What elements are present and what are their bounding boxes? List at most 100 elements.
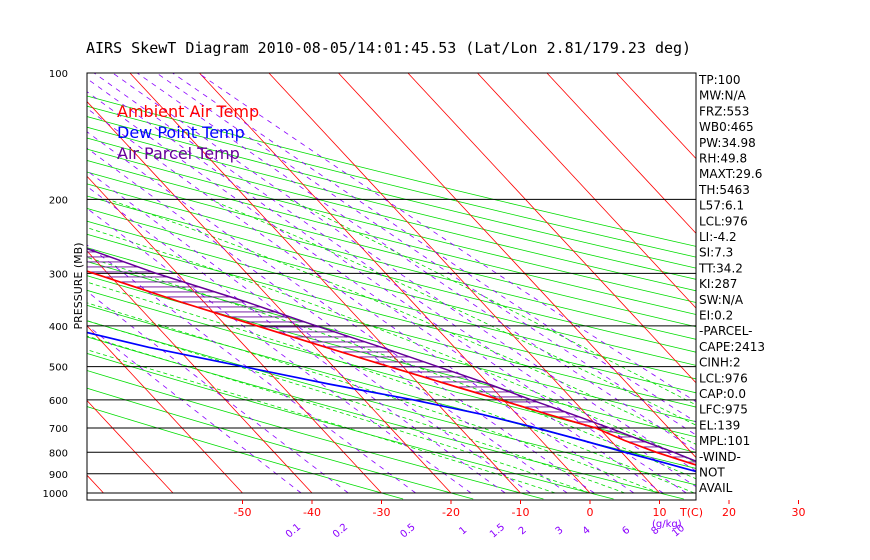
- dry-adiabat: [87, 233, 696, 394]
- isotherm: [129, 73, 521, 494]
- sounding-index: -WIND-: [699, 450, 741, 464]
- isotherm: [87, 101, 452, 494]
- moist-adiabat: [87, 349, 556, 494]
- mixing-ratio-label: 6: [620, 525, 632, 538]
- sounding-index: MPL:101: [699, 434, 750, 448]
- bottom-tick-label: -30: [373, 506, 391, 519]
- sounding-index: KI:287: [699, 277, 737, 291]
- profile-line-dew-point-temp: [87, 331, 696, 473]
- mixing-ratio-label: 1.5: [488, 522, 507, 541]
- mixing-ratio-label: 2: [517, 525, 529, 538]
- sounding-index: CAPE:2413: [699, 340, 765, 354]
- mixing-ratio-line: [87, 78, 687, 494]
- isotherm: [87, 325, 243, 494]
- mixing-ratio-labels: 0.1 0.2 0.5 1 1.5 2 3 4 6 8 10: [284, 522, 687, 541]
- isotherm: [87, 399, 174, 494]
- dry-adiabat: [87, 171, 696, 328]
- y-axis-label: PRESSURE (MB): [72, 243, 85, 330]
- sounding-index: PW:34.98: [699, 136, 756, 150]
- isotherm: [616, 73, 696, 160]
- sounding-index: AVAIL: [699, 481, 733, 495]
- isotherm: [199, 73, 591, 494]
- legend: Ambient Air Temp Dew Point Temp Air Parcel…: [117, 102, 259, 163]
- mixing-ratio-label: 8: [650, 525, 662, 538]
- cape-hatching: [87, 251, 696, 463]
- sounding-index: L57:6.1: [699, 199, 744, 213]
- sounding-index: LCL:976: [699, 371, 748, 385]
- dry-adiabat: [87, 320, 696, 486]
- moist-adiabat: [87, 320, 625, 494]
- dry-adiabat: [87, 183, 696, 340]
- bottom-tick-label: -40: [303, 506, 321, 519]
- profile-line-ambient-air-temp: [87, 270, 696, 466]
- pressure-tick-label: 500: [49, 363, 68, 374]
- mixing-ratio-line: [87, 91, 664, 494]
- pressure-tick-label: 900: [49, 470, 68, 481]
- pressure-tick-label: 600: [49, 396, 68, 407]
- mixing-ratio-label: 0.5: [398, 522, 417, 541]
- mixing-ratio-line: [93, 73, 696, 488]
- dry-adiabat: [87, 126, 696, 280]
- mixing-ratio-line: [112, 73, 696, 472]
- sounding-index: -PARCEL-: [699, 324, 753, 338]
- dry-adiabat: [87, 336, 684, 500]
- bottom-tick-label: 30: [792, 506, 806, 519]
- pressure-tick-label: 100: [49, 69, 68, 80]
- mixing-ratio-line: [87, 186, 506, 494]
- sounding-index: CINH:2: [699, 356, 741, 370]
- sounding-index: MAXT:29.6: [699, 167, 762, 181]
- mixing-ratio-label: 0.1: [284, 522, 303, 541]
- mixing-ratio-unit-label: (g/kg): [652, 519, 682, 530]
- bottom-temperature-ticks: -50 -40 -30 -20 -10 0 10 20 30: [234, 500, 806, 519]
- plot-grid: [0, 73, 696, 500]
- sounding-index: FRZ:553: [699, 104, 749, 118]
- mixing-ratio-line: [87, 244, 416, 494]
- dry-adiabat: [87, 247, 696, 408]
- mixing-ratio-line: [172, 73, 696, 423]
- sounding-index: RH:49.8: [699, 152, 747, 166]
- moist-adiabat: [87, 227, 696, 463]
- pressure-tick-label: 800: [49, 448, 68, 459]
- plot-border: [86, 72, 697, 501]
- pressure-tick-labels: 100 200 300 400 500 600 700 800 900 1000: [43, 69, 68, 500]
- moist-adiabat: [87, 302, 660, 494]
- bottom-tick-label: -20: [442, 506, 460, 519]
- dry-adiabat: [87, 208, 696, 366]
- legend-entry: Dew Point Temp: [117, 123, 245, 142]
- dry-adiabat: [87, 160, 696, 315]
- sounding-index: LFC:975: [699, 403, 748, 417]
- pressure-tick-label: 200: [49, 195, 68, 206]
- mixing-ratio-line: [87, 131, 595, 494]
- sounding-index: TH:5463: [698, 183, 750, 197]
- dry-adiabat: [87, 95, 696, 247]
- bottom-tick-label: 20: [722, 506, 736, 519]
- sounding-index: MW:N/A: [699, 89, 747, 103]
- sounding-index: NOT: [699, 466, 725, 480]
- isotherm: [407, 73, 696, 384]
- profile-line-air-parcel-temp: [87, 247, 696, 463]
- pressure-tick-label: 700: [49, 424, 68, 435]
- bottom-tick-label: -10: [512, 506, 530, 519]
- bottom-tick-label: 10: [653, 506, 667, 519]
- sounding-index: TT:34.2: [698, 261, 743, 275]
- sounding-index: EL:139: [699, 418, 740, 432]
- sounding-index: EI:0.2: [699, 309, 733, 323]
- pressure-tick-label: 400: [49, 322, 68, 333]
- mixing-ratio-label: 4: [581, 525, 593, 538]
- dry-adiabat: [87, 220, 696, 380]
- pressure-tick-label: 300: [49, 269, 68, 280]
- x-axis-unit-label: T(C): [679, 506, 703, 519]
- plot-frame: [86, 72, 697, 501]
- sounding-index: CAP:0.0: [699, 387, 746, 401]
- dry-adiabat: [87, 261, 696, 423]
- chart-title: AIRS SkewT Diagram 2010-08-05/14:01:45.5…: [86, 39, 691, 57]
- isotherm: [0, 73, 34, 493]
- mixing-ratio-line: [87, 207, 472, 494]
- pressure-tick-label: 1000: [43, 489, 68, 500]
- isotherm: [87, 250, 313, 494]
- mixing-ratio-line: [87, 147, 568, 494]
- legend-entry: Air Parcel Temp: [117, 144, 240, 163]
- mixing-ratio-line: [87, 107, 635, 494]
